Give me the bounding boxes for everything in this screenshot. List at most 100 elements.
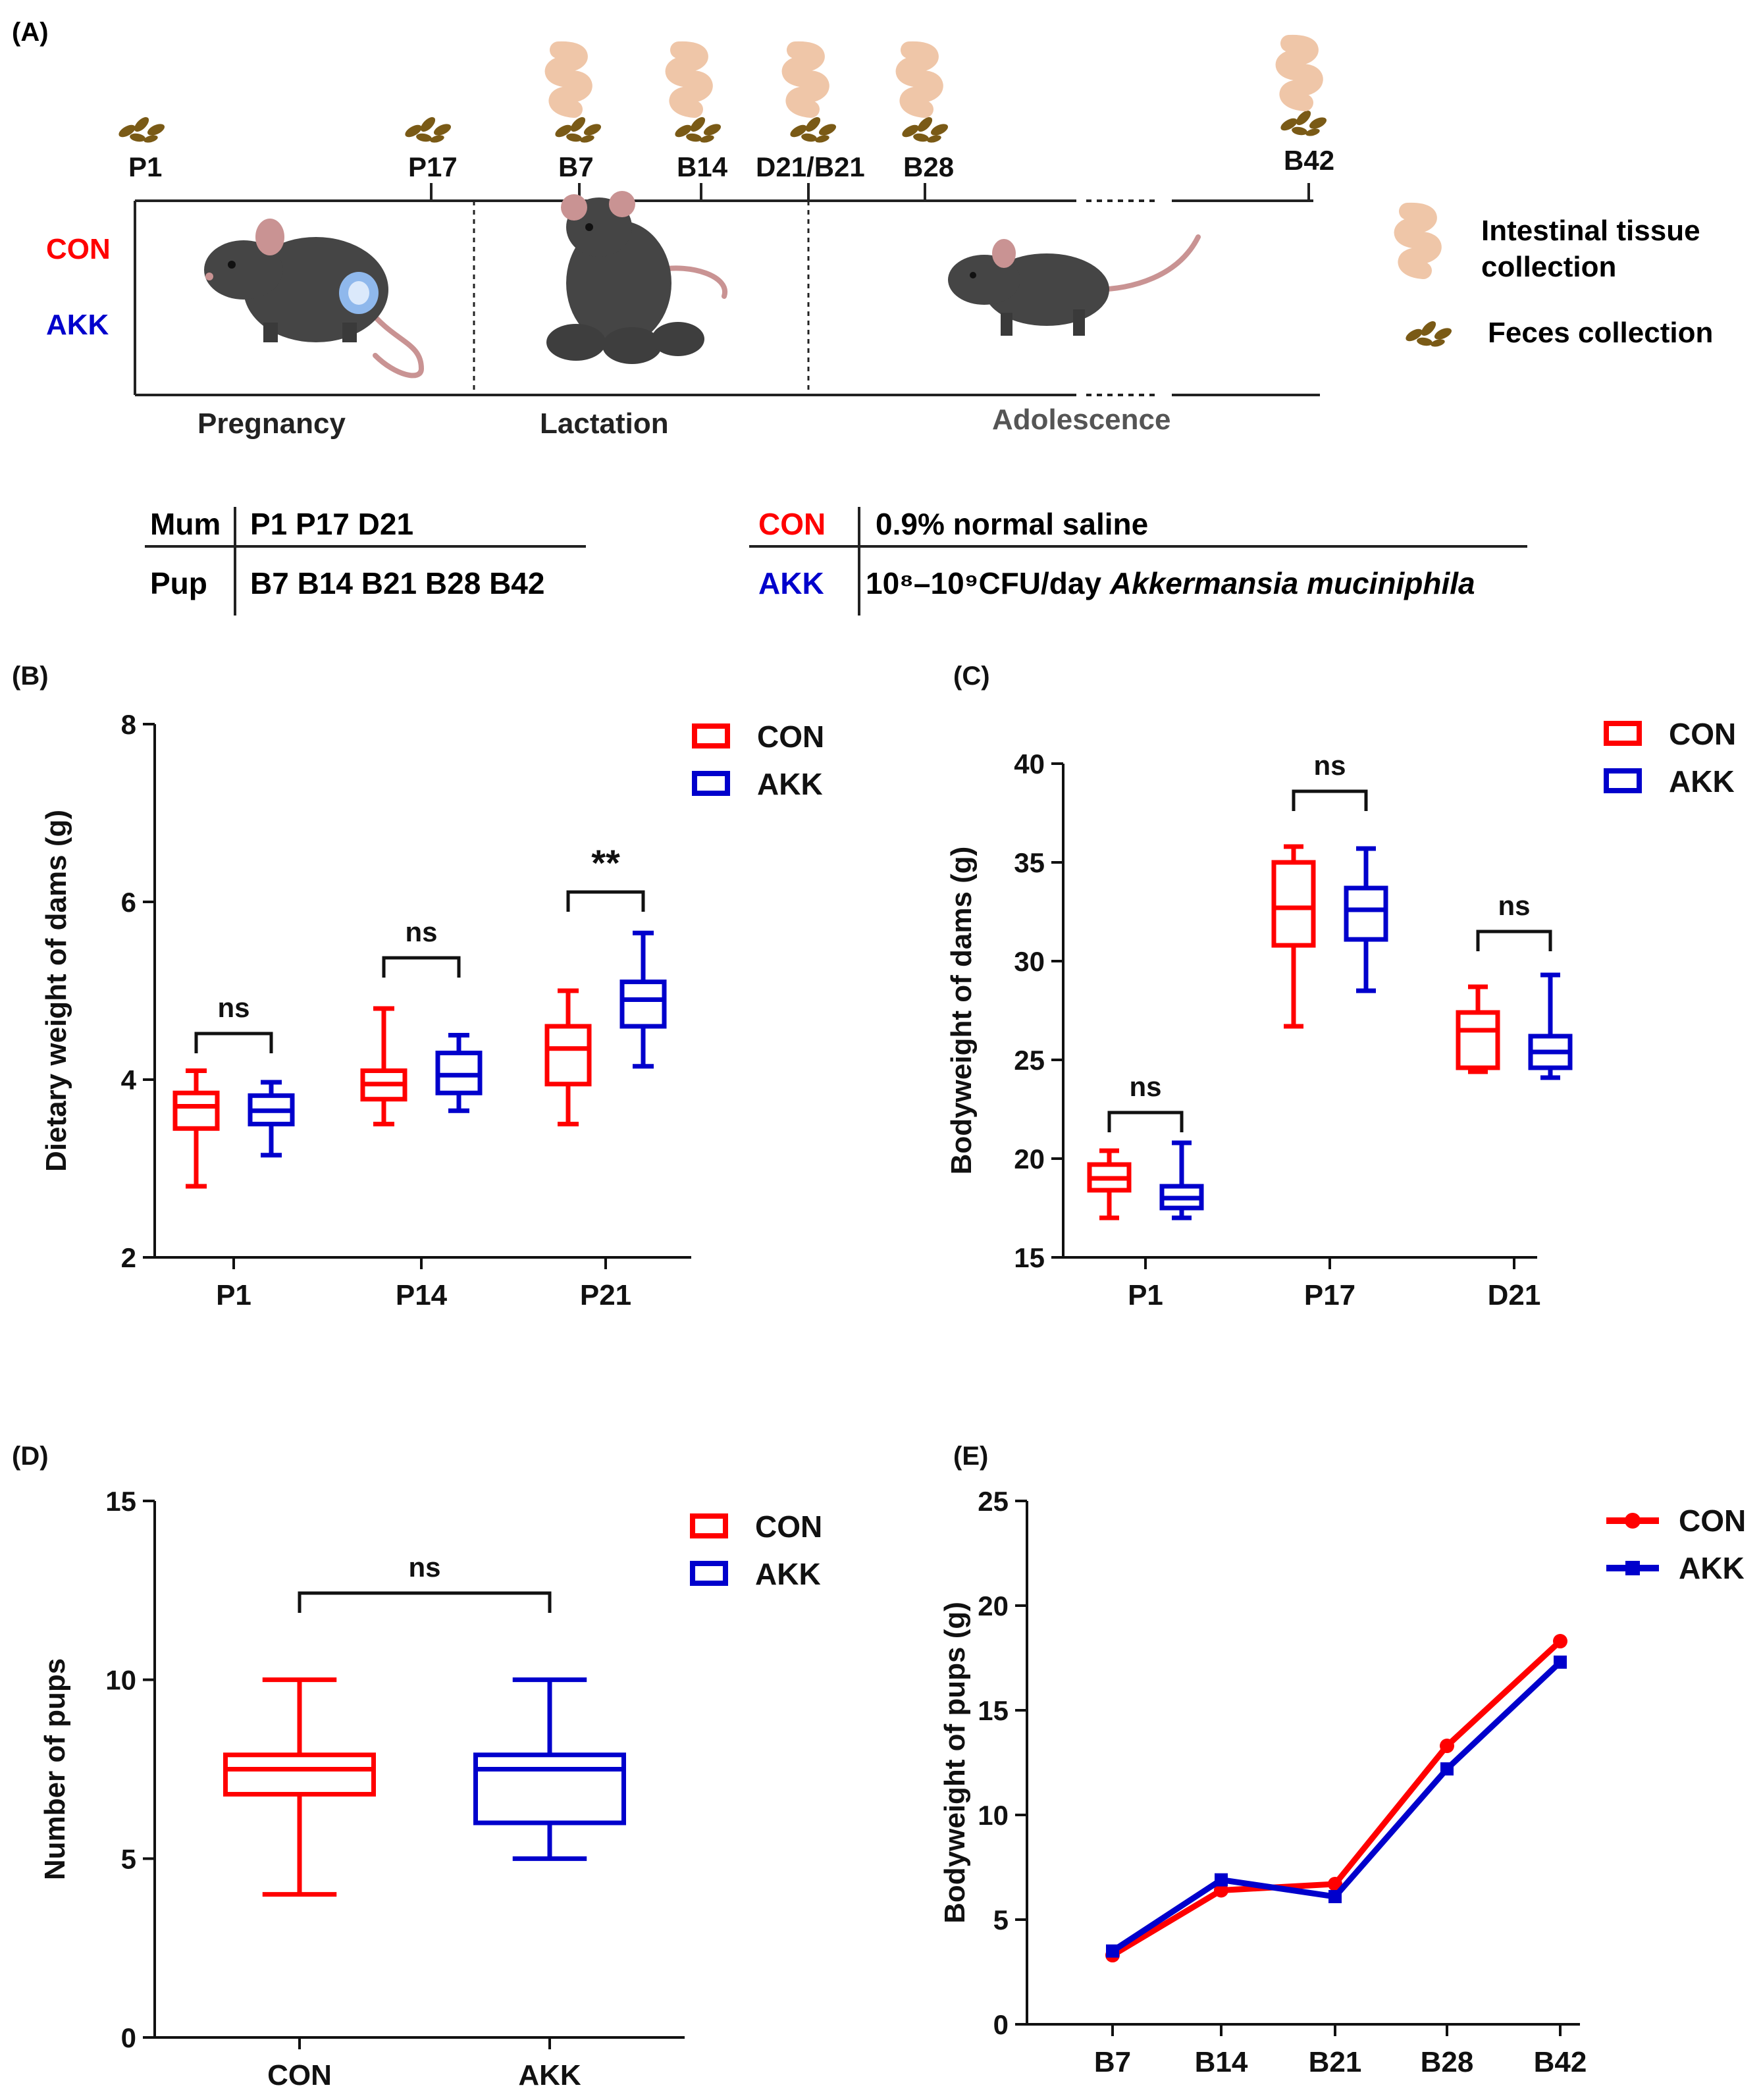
box-body (619, 980, 667, 1029)
y-tick-label: 0 (121, 2022, 136, 2053)
y-tick-label: 25 (1014, 1045, 1045, 1076)
chart-E: (E) 0 5 10 15 20 25 B7 B14 B21 B28 B42 Bodyweight of… (939, 1442, 1746, 2078)
legend-label: AKK (755, 1557, 821, 1591)
legend-swatch (690, 1513, 728, 1538)
data-point (1440, 1739, 1454, 1754)
table-row-value: B7 B14 B21 B28 B42 (250, 566, 544, 600)
box-akk (473, 1677, 626, 1861)
data-point (1553, 1634, 1567, 1649)
table-row-label: Pup (150, 566, 207, 600)
data-point (1215, 1873, 1228, 1887)
x-tick-label: P21 (580, 1279, 631, 1311)
legend-marker (1625, 1513, 1641, 1529)
x-tick-label: B7 (1094, 2046, 1131, 2078)
box-body (1271, 860, 1316, 948)
timeline-label: P1 (128, 151, 162, 182)
timeline-label: B14 (677, 151, 728, 182)
box-akk (435, 1033, 483, 1113)
phase-label: Pregnancy (197, 407, 346, 440)
x-tick-label: D21 (1488, 1279, 1541, 1311)
box-akk (1344, 846, 1388, 993)
x-tick-label: P14 (396, 1279, 448, 1311)
group-label-con: CON (46, 233, 111, 265)
significance-bracket (298, 1591, 552, 1613)
y-tick-label: 15 (105, 1486, 136, 1517)
box-akk (248, 1080, 295, 1158)
table-row-value: P1 P17 D21 (250, 507, 413, 541)
x-tick-label: CON (267, 2059, 332, 2091)
x-tick-label: P1 (1128, 1279, 1163, 1311)
legend-tissue-line2: collection (1481, 251, 1616, 283)
significance-label: ns (1498, 890, 1530, 921)
timeline-labels: P1 P17 B7 B14 D21/B21 B28 B42 (128, 145, 1334, 182)
box-con (1456, 984, 1500, 1074)
phase-label: Lactation (540, 407, 669, 440)
legend-label: CON (1669, 717, 1736, 751)
y-tick-label: 25 (978, 1486, 1009, 1517)
legend-swatch (1604, 768, 1642, 793)
box-con (360, 1006, 407, 1126)
y-tick-label: 5 (121, 1843, 136, 1874)
data-point (1554, 1655, 1567, 1669)
y-tick-label: 20 (978, 1590, 1009, 1621)
legend-swatch (1604, 721, 1642, 746)
box-akk (1159, 1140, 1204, 1221)
akk-species: Akkermansia muciniphila (1109, 566, 1475, 600)
y-axis-label: Dietary weight of dams (g) (40, 810, 72, 1172)
legend-feces: Feces collection (1488, 317, 1713, 349)
akk-dose: 10⁸–10⁹CFU/day (866, 566, 1110, 600)
y-tick-label: 2 (121, 1242, 136, 1273)
panel-label: (E) (953, 1442, 988, 1471)
significance-label: ns (217, 992, 250, 1023)
timeline-label: B28 (903, 151, 954, 182)
significance-bracket (1107, 1111, 1184, 1132)
y-tick-label: 30 (1014, 946, 1045, 977)
y-axis-label: Number of pups (39, 1658, 71, 1880)
box-con (172, 1068, 220, 1189)
significance-bracket (566, 890, 645, 912)
timeline-label: D21/B21 (756, 151, 865, 182)
timeline-label: P17 (408, 151, 458, 182)
significance-label: ** (591, 842, 620, 883)
table-akk-value: 10⁸–10⁹CFU/day Akkermansia muciniphila (866, 566, 1475, 600)
pregnant-mouse-icon (204, 219, 425, 379)
y-tick-label: 10 (105, 1665, 136, 1696)
y-axis-label: Bodyweight of dams (g) (945, 847, 978, 1175)
y-tick-label: 4 (121, 1064, 137, 1095)
chart-B: (B) 2 4 6 8 P1 P14 P21 Dietary weight of dams (g… (12, 662, 824, 1311)
table-con-label: CON (758, 507, 826, 541)
y-tick-label: 8 (121, 709, 136, 740)
legend-label: CON (755, 1509, 822, 1544)
legend-label: CON (1679, 1504, 1746, 1538)
y-tick-label: 15 (1014, 1242, 1045, 1273)
legend-label: AKK (1669, 764, 1735, 799)
y-tick-label: 10 (978, 1800, 1009, 1831)
x-tick-label: AKK (518, 2059, 581, 2091)
x-tick-label: P17 (1304, 1279, 1355, 1311)
legend-tissue-line1: Intestinal tissue (1481, 215, 1700, 247)
significance-bracket (194, 1032, 273, 1053)
y-tick-label: 5 (993, 1904, 1009, 1935)
group-label-akk: AKK (46, 309, 109, 341)
panel-label: (D) (12, 1442, 49, 1471)
box-body (1344, 885, 1388, 942)
box-body (172, 1090, 220, 1131)
y-tick-label: 35 (1014, 847, 1045, 878)
table-mum-pup: Mum P1 P17 D21 Pup B7 B14 B21 B28 B42 (145, 507, 586, 616)
chart-D: (D) 0 5 10 15 CON AKK Number of pups CON AKK ns (12, 1442, 822, 2091)
panel-a-label: (A) (12, 18, 49, 47)
phase-labels: Pregnancy Lactation Adolescence (197, 404, 1170, 440)
legend-label: CON (757, 720, 824, 754)
y-tick-label: 20 (1014, 1143, 1045, 1174)
significance-bracket (1476, 930, 1552, 951)
x-tick-label: B42 (1534, 2046, 1587, 2078)
nursing-mouse-icon (546, 191, 728, 364)
box-con (544, 988, 592, 1126)
table-treatment: CON 0.9% normal saline AKK 10⁸–10⁹CFU/da… (749, 507, 1527, 616)
panel-label: (B) (12, 662, 49, 691)
box-body (223, 1752, 376, 1797)
data-point (1328, 1876, 1342, 1891)
significance-label: ns (405, 916, 437, 947)
adolescent-mouse-icon (948, 234, 1201, 336)
chart-C: (C) 15 20 25 30 35 40 P1 P17 D21 Bodyweight of dam… (945, 662, 1736, 1311)
